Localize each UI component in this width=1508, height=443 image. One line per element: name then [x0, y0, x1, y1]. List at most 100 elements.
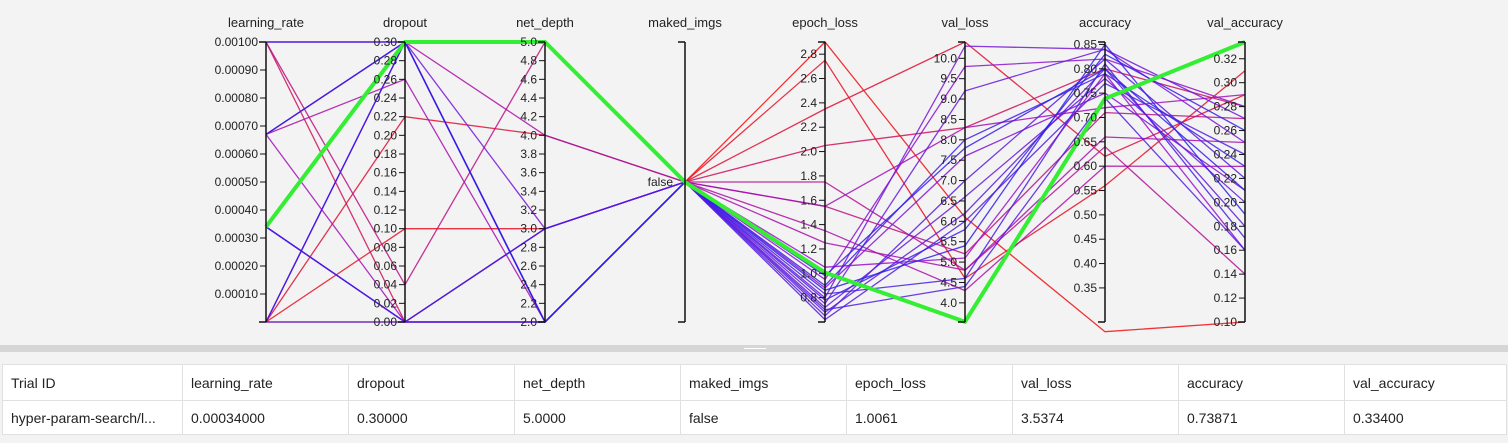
tick-label: 0.32	[1214, 52, 1238, 66]
tick-label: 6.0	[940, 214, 957, 228]
cell-val-accuracy: 0.33400	[1344, 400, 1507, 435]
parallel-coordinates-chart[interactable]: learning_rate 0.00100 0.00090 0.00080 0.0007…	[0, 0, 1508, 345]
trial-line[interactable]	[265, 40, 1246, 324]
tick-label: 1.0	[800, 266, 817, 280]
axis-val_accuracy[interactable]: val_accuracy 0.32 0.30 0.28 0.26 0.24 0.22 0.20…	[1207, 15, 1283, 329]
tick-label: 0.70	[1074, 110, 1098, 124]
table-header-row: Trial ID learning_rate dropout net_depth…	[2, 364, 1507, 401]
tick-label: 0.14	[1214, 267, 1238, 281]
axis-learning_rate[interactable]: learning_rate 0.00100 0.00090 0.00080 0.0007…	[215, 15, 304, 323]
column-header-val-loss[interactable]: val_loss	[1012, 364, 1179, 401]
tick-label: 2.8	[800, 47, 817, 61]
parallel-coordinates-svg[interactable]: learning_rate 0.00100 0.00090 0.00080 0.0007…	[0, 0, 1508, 345]
tick-label: 0.00040	[215, 203, 259, 217]
tick-label: 0.00100	[215, 35, 259, 49]
tick-label: 0.24	[374, 91, 398, 105]
cell-dropout: 0.30000	[348, 400, 515, 435]
table-row[interactable]: hyper-param-search/l... 0.00034000 0.300…	[2, 400, 1507, 435]
tick-label: 0.16	[374, 166, 398, 180]
column-header-val-accuracy[interactable]: val_accuracy	[1344, 364, 1507, 401]
tick-label: 3.8	[520, 147, 537, 161]
tick-label: 1.8	[800, 169, 817, 183]
tick-label: 0.20	[1214, 195, 1238, 209]
tick-label: 1.4	[800, 218, 817, 232]
tick-label: 0.00060	[215, 147, 259, 161]
tick-label: 2.6	[800, 72, 817, 86]
tick-label: 4.5	[940, 275, 957, 289]
trial-line[interactable]	[266, 62, 1246, 323]
axis-title[interactable]: learning_rate	[228, 15, 304, 30]
trial-line[interactable]	[265, 78, 1246, 324]
tick-label: 2.2	[800, 120, 817, 134]
tick-label: 0.20	[374, 128, 398, 142]
column-header-net-depth[interactable]: net_depth	[514, 364, 681, 401]
tick-label: 0.85	[1074, 37, 1098, 51]
trial-line[interactable]	[265, 40, 1246, 299]
axis-title[interactable]: epoch_loss	[792, 15, 858, 30]
tick-label: 0.14	[374, 184, 398, 198]
tick-label: 3.4	[520, 184, 537, 198]
tick-label: 0.00030	[215, 231, 259, 245]
axis-title[interactable]: dropout	[383, 15, 427, 30]
tick-label: 0.75	[1074, 86, 1098, 100]
axes: learning_rate 0.00100 0.00090 0.00080 0.0007…	[215, 15, 1284, 329]
trial-line[interactable]	[265, 96, 1246, 323]
column-header-dropout[interactable]: dropout	[348, 364, 515, 401]
axis-title[interactable]: net_depth	[516, 15, 574, 30]
tick-label: 7.5	[940, 153, 957, 167]
axis-title[interactable]: val_accuracy	[1207, 15, 1283, 30]
tick-label: 2.4	[800, 96, 817, 110]
tick-label: 0.12	[1214, 291, 1238, 305]
axis-val_loss[interactable]: val_loss 10.0 9.5 9.0 8.5 8.0 7.5 7.0 6.5 6.0 5.5 5…	[934, 15, 989, 323]
tick-label: 5.0	[940, 255, 957, 269]
tick-label: 0.55	[1074, 184, 1098, 198]
axis-accuracy[interactable]: accuracy 0.85 0.80 0.75 0.70 0.65 0.60 0.55 0.50…	[1074, 15, 1132, 323]
tick-label: 1.2	[800, 242, 817, 256]
trial-line[interactable]	[266, 41, 1246, 333]
tick-label: 0.40	[1074, 257, 1098, 271]
splitter-handle-icon[interactable]	[744, 348, 766, 349]
highlighted-trial-line[interactable]	[264, 40, 1246, 325]
tick-label: 4.0	[520, 128, 537, 142]
highlighted-trial-line	[264, 40, 1246, 325]
cell-learning-rate: 0.00034000	[182, 400, 349, 435]
tick-label: 2.4	[520, 278, 537, 292]
panel-splitter[interactable]	[0, 345, 1508, 352]
cell-maked-imgs: false	[680, 400, 847, 435]
tick-label: 0.04	[374, 278, 398, 292]
cell-trial-id[interactable]: hyper-param-search/l...	[2, 400, 183, 435]
trial-line[interactable]	[265, 92, 1246, 323]
tick-label: 3.2	[520, 203, 537, 217]
column-header-trial-id[interactable]: Trial ID	[2, 364, 183, 401]
tick-label: 0.24	[1214, 147, 1238, 161]
trial-line[interactable]	[265, 93, 1246, 323]
column-header-learning-rate[interactable]: learning_rate	[182, 364, 349, 401]
tick-label: 0.22	[374, 110, 398, 124]
axis-title[interactable]: val_loss	[942, 15, 989, 30]
axis-net_depth[interactable]: net_depth 5.0 4.8 4.6 4.4 4.2 4.0 3.8 3.6 3.4 3.2 3…	[516, 15, 574, 329]
tick-label: 2.0	[520, 315, 537, 329]
tick-label: 4.2	[520, 110, 537, 124]
cell-epoch-loss: 1.0061	[846, 400, 1013, 435]
tick-label: 1.6	[800, 193, 817, 207]
tick-label: 0.00050	[215, 175, 259, 189]
axis-title[interactable]: maked_imgs	[648, 15, 722, 30]
tick-label: 0.80	[1074, 62, 1098, 76]
axis-dropout[interactable]: dropout 0.30 0.28 0.26 0.24 0.22 0.20 0.18 0.16 0…	[374, 15, 428, 329]
tick-label: 0.00020	[215, 259, 259, 273]
tick-label: 0.10	[1214, 315, 1238, 329]
trials-table-panel: Trial ID learning_rate dropout net_depth…	[0, 352, 1508, 443]
trial-line[interactable]	[265, 59, 1246, 323]
trial-line[interactable]	[265, 41, 1246, 292]
tick-label: 0.22	[1214, 171, 1238, 185]
tick-label: 4.4	[520, 91, 537, 105]
axis-title[interactable]: accuracy	[1079, 15, 1132, 30]
axis-epoch_loss[interactable]: epoch_loss 2.8 2.6 2.4 2.2 2.0 1.8 1.6 1.4 1.2 1.0…	[792, 15, 858, 323]
column-header-epoch-loss[interactable]: epoch_loss	[846, 364, 1013, 401]
tick-label: 0.45	[1074, 232, 1098, 246]
column-header-accuracy[interactable]: accuracy	[1178, 364, 1345, 401]
column-header-maked-imgs[interactable]: maked_imgs	[680, 364, 847, 401]
tick-label: 0.18	[374, 147, 398, 161]
tick-label: 0.06	[374, 259, 398, 273]
